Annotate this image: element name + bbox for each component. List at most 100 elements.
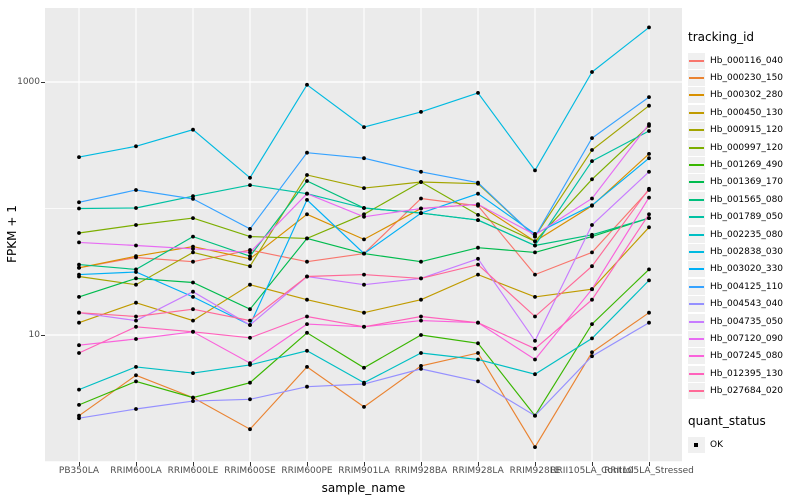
data-point	[476, 351, 480, 355]
data-point	[134, 318, 138, 323]
x-axis-title: sample_name	[321, 481, 406, 495]
legend-line-swatch	[689, 129, 704, 132]
data-point	[647, 103, 651, 108]
legend-line-swatch	[689, 285, 704, 288]
y-tick-label: 10	[28, 330, 40, 340]
legend-key-box	[688, 157, 705, 174]
data-point	[305, 297, 309, 302]
legend-entry-label: Hb_003020_330	[710, 264, 784, 275]
legend-entry-label: Hb_000116_040	[710, 55, 784, 66]
legend-key-box	[688, 243, 705, 260]
data-point	[305, 150, 309, 155]
data-point	[248, 323, 252, 327]
legend-entry-ok: OK	[688, 436, 798, 453]
legend-entry-label: Hb_000915_120	[710, 125, 784, 136]
data-point	[362, 310, 366, 315]
legend-line-swatch	[689, 233, 704, 236]
data-point	[590, 322, 594, 326]
legend-entry-label: Hb_000230_150	[710, 73, 784, 84]
data-point	[134, 270, 138, 274]
data-point	[191, 259, 195, 264]
data-point	[590, 159, 594, 164]
data-point	[647, 122, 651, 126]
data-point	[362, 405, 366, 409]
data-point	[248, 256, 252, 261]
data-point	[362, 282, 366, 287]
data-point	[647, 186, 651, 191]
data-point	[419, 333, 423, 337]
data-point	[476, 180, 480, 185]
data-point	[191, 318, 195, 323]
data-point	[647, 320, 651, 325]
legend-line-swatch	[689, 181, 704, 184]
data-point	[419, 259, 423, 264]
legend-key-box	[688, 348, 705, 365]
data-point	[590, 196, 594, 201]
legend-entry-label: Hb_001565_080	[710, 194, 784, 205]
legend-key-box	[688, 278, 705, 295]
legend-entry-label: Hb_001369_170	[710, 177, 784, 188]
data-point	[77, 351, 81, 355]
data-point	[476, 341, 480, 346]
legend-line-swatch	[689, 77, 704, 80]
data-point	[590, 354, 594, 359]
x-tick-label-RRII105LA_Control: RRII105LA_Control	[550, 466, 634, 476]
data-point	[305, 365, 309, 369]
legend-entry-label: Hb_004543_040	[710, 299, 784, 310]
legend-entry-Hb_000450_130: Hb_000450_130	[688, 104, 798, 121]
data-point	[77, 206, 81, 211]
data-point	[134, 144, 138, 149]
data-point	[305, 330, 309, 335]
data-point	[305, 212, 309, 217]
legend-line-swatch	[689, 303, 704, 306]
data-point	[533, 338, 537, 343]
legend-entry-Hb_003020_330: Hb_003020_330	[688, 261, 798, 278]
data-point	[419, 364, 423, 368]
legend-key-box	[688, 296, 705, 313]
legend-key-box	[688, 261, 705, 278]
legend-entry-label: Hb_001269_490	[710, 160, 784, 171]
data-point	[191, 280, 195, 285]
data-point	[533, 346, 537, 351]
data-point	[647, 129, 651, 133]
data-point	[248, 234, 252, 239]
data-point	[248, 227, 252, 231]
data-point	[77, 320, 81, 325]
legend-entry-Hb_000997_120: Hb_000997_120	[688, 139, 798, 156]
plot-panel	[45, 8, 682, 462]
legend-key-box	[688, 365, 705, 382]
data-point	[248, 397, 252, 402]
data-point	[419, 169, 423, 174]
legend-line-swatch	[689, 372, 704, 375]
data-point	[419, 180, 423, 184]
legend-entry-Hb_000915_120: Hb_000915_120	[688, 122, 798, 139]
data-point	[134, 379, 138, 384]
data-point	[647, 195, 651, 200]
data-point	[191, 194, 195, 199]
legend-entry-Hb_000302_280: Hb_000302_280	[688, 87, 798, 104]
legend-key-box	[688, 139, 705, 156]
x-tick-label-RRIM600SE: RRIM600SE	[224, 466, 276, 476]
data-point	[476, 191, 480, 196]
x-tick-label-RRIM928LA: RRIM928LA	[452, 466, 504, 476]
data-point	[590, 250, 594, 255]
data-point	[647, 267, 651, 272]
legend-line-swatch	[689, 94, 704, 97]
data-point	[533, 239, 537, 244]
data-point	[248, 175, 252, 180]
legend-title-tracking-id: tracking_id	[688, 30, 755, 44]
legend-entry-label: Hb_000450_130	[710, 107, 784, 118]
data-point	[305, 274, 309, 279]
x-tick-mark	[307, 462, 308, 466]
data-point	[305, 173, 309, 177]
data-point	[362, 125, 366, 129]
data-point	[77, 262, 81, 267]
x-tick-label-RRIM600LE: RRIM600LE	[167, 466, 219, 476]
data-point	[647, 278, 651, 283]
x-tick-mark	[592, 462, 593, 466]
legend-line-swatch	[689, 111, 704, 114]
legend-quant-status: quant_status OK	[688, 414, 798, 453]
data-point	[191, 216, 195, 221]
data-point	[248, 264, 252, 269]
